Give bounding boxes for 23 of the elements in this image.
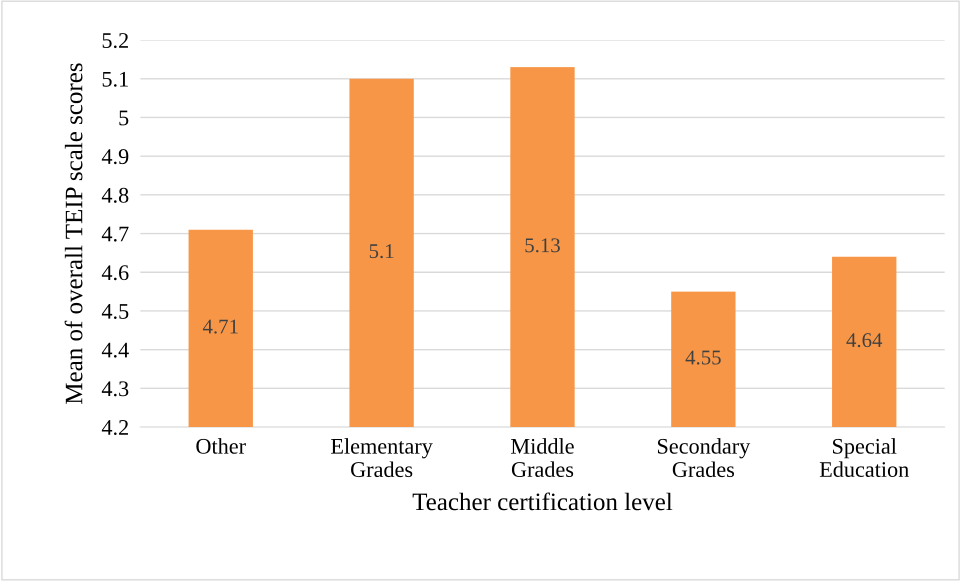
y-tick-label: 4.2 [102, 420, 128, 436]
y-tick-label: 5.1 [102, 72, 128, 87]
y-tick-label: 4.8 [102, 188, 128, 203]
data-label: 4.55 [686, 350, 721, 365]
data-label: 5.13 [525, 238, 560, 252]
x-tick-label: Middle Grades [511, 438, 574, 478]
x-tick-label: Secondary Grades [658, 438, 750, 478]
y-tick-label: 4.3 [102, 381, 128, 396]
y-tick-label: 5.2 [102, 33, 128, 48]
data-label: 5.1 [370, 244, 394, 258]
y-tick-label: 5 [119, 110, 128, 126]
y-tick-label: 4.4 [102, 342, 129, 358]
x-tick-label: Elementary Grades [331, 438, 433, 478]
x-tick-label: Special Education [820, 438, 909, 478]
y-tick-label: 4.7 [102, 226, 129, 242]
data-label: 4.64 [846, 333, 882, 348]
x-tick-label: Other [196, 438, 246, 454]
data-label: 4.71 [202, 320, 238, 334]
y-axis-title: Mean of overall TEIP scale scores [64, 63, 82, 404]
x-axis-title: Teacher certification level [412, 492, 672, 510]
y-tick-label: 4.9 [102, 149, 128, 164]
y-tick-label: 4.6 [102, 265, 129, 280]
y-tick-label: 4.5 [102, 304, 128, 319]
